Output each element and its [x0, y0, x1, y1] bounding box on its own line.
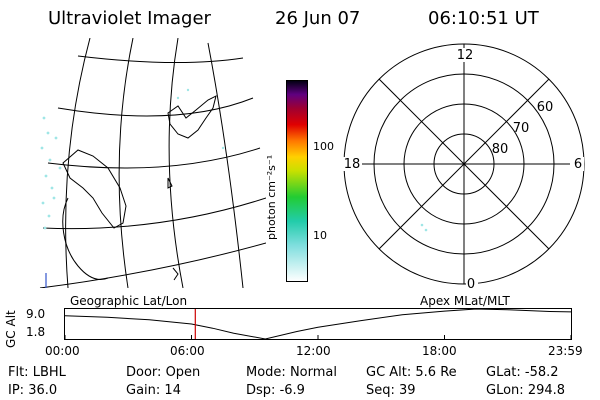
x-tick-0600: 06:00 — [170, 344, 205, 358]
time-label: 06:10:51 UT — [428, 8, 539, 29]
color-scale-bar — [286, 80, 308, 282]
map-longitude-line — [65, 38, 91, 288]
map-latitude-line — [57, 97, 254, 117]
strip-y-tick-max: 9.0 — [26, 307, 46, 321]
map-coastline — [62, 149, 127, 229]
map-longitude-line — [168, 38, 184, 288]
chart-frame — [64, 308, 572, 340]
status-mode: Mode: Normal — [246, 365, 337, 380]
mlt-label-18: 18 — [344, 157, 361, 172]
map-longitude-line — [118, 38, 134, 288]
mlat-label-60: 60 — [537, 100, 554, 115]
polar-diagonal — [378, 78, 550, 250]
mlt-label-6: 6 — [574, 157, 582, 172]
status-seq: Seq: 39 — [366, 383, 416, 398]
mlat-label-70: 70 — [513, 121, 530, 136]
status-ip: IP: 36.0 — [8, 383, 58, 398]
x-tick-1800: 18:00 — [422, 344, 457, 358]
status-flt: Flt: LBHL — [8, 365, 66, 380]
altitude-series-line — [64, 308, 572, 340]
date-label: 26 Jun 07 — [275, 8, 361, 29]
mlt-label-0: 0 — [467, 277, 475, 290]
polar-plot: 12 18 6 0 60 70 80 — [342, 43, 585, 290]
map-latitude-line — [47, 147, 261, 169]
map-longitude-line — [207, 42, 244, 288]
map-coastline — [167, 177, 173, 189]
mlt-label-12: 12 — [457, 48, 474, 63]
map-latitude-line — [42, 197, 266, 230]
map-coastline — [167, 95, 217, 139]
map-latitude-line — [77, 55, 244, 64]
status-door: Door: Open — [126, 365, 201, 380]
map-coastline — [172, 267, 179, 281]
colorbar-tick-10: 10 — [313, 229, 327, 242]
status-glat: GLat: -58.2 — [486, 365, 559, 380]
x-tick-1200: 12:00 — [296, 344, 331, 358]
strip-right-title: Apex MLat/MLT — [420, 294, 510, 308]
colorbar-tick-100: 100 — [313, 140, 334, 153]
mlat-label-80: 80 — [492, 142, 509, 157]
status-gc-alt: GC Alt: 5.6 Re — [366, 365, 457, 380]
instrument-title: Ultraviolet Imager — [48, 8, 211, 29]
geographic-map — [39, 38, 266, 288]
x-tick-2359: 23:59 — [548, 344, 583, 358]
x-tick-0000: 00:00 — [45, 344, 80, 358]
map-coastline — [62, 197, 109, 280]
status-dsp: Dsp: -6.9 — [246, 383, 305, 398]
strip-y-tick-min: 1.8 — [26, 325, 46, 339]
status-gain: Gain: 14 — [126, 383, 181, 398]
auroral-speckle — [40, 88, 225, 230]
strip-left-title: Geographic Lat/Lon — [70, 294, 188, 308]
status-glon: GLon: 294.8 — [486, 383, 566, 398]
